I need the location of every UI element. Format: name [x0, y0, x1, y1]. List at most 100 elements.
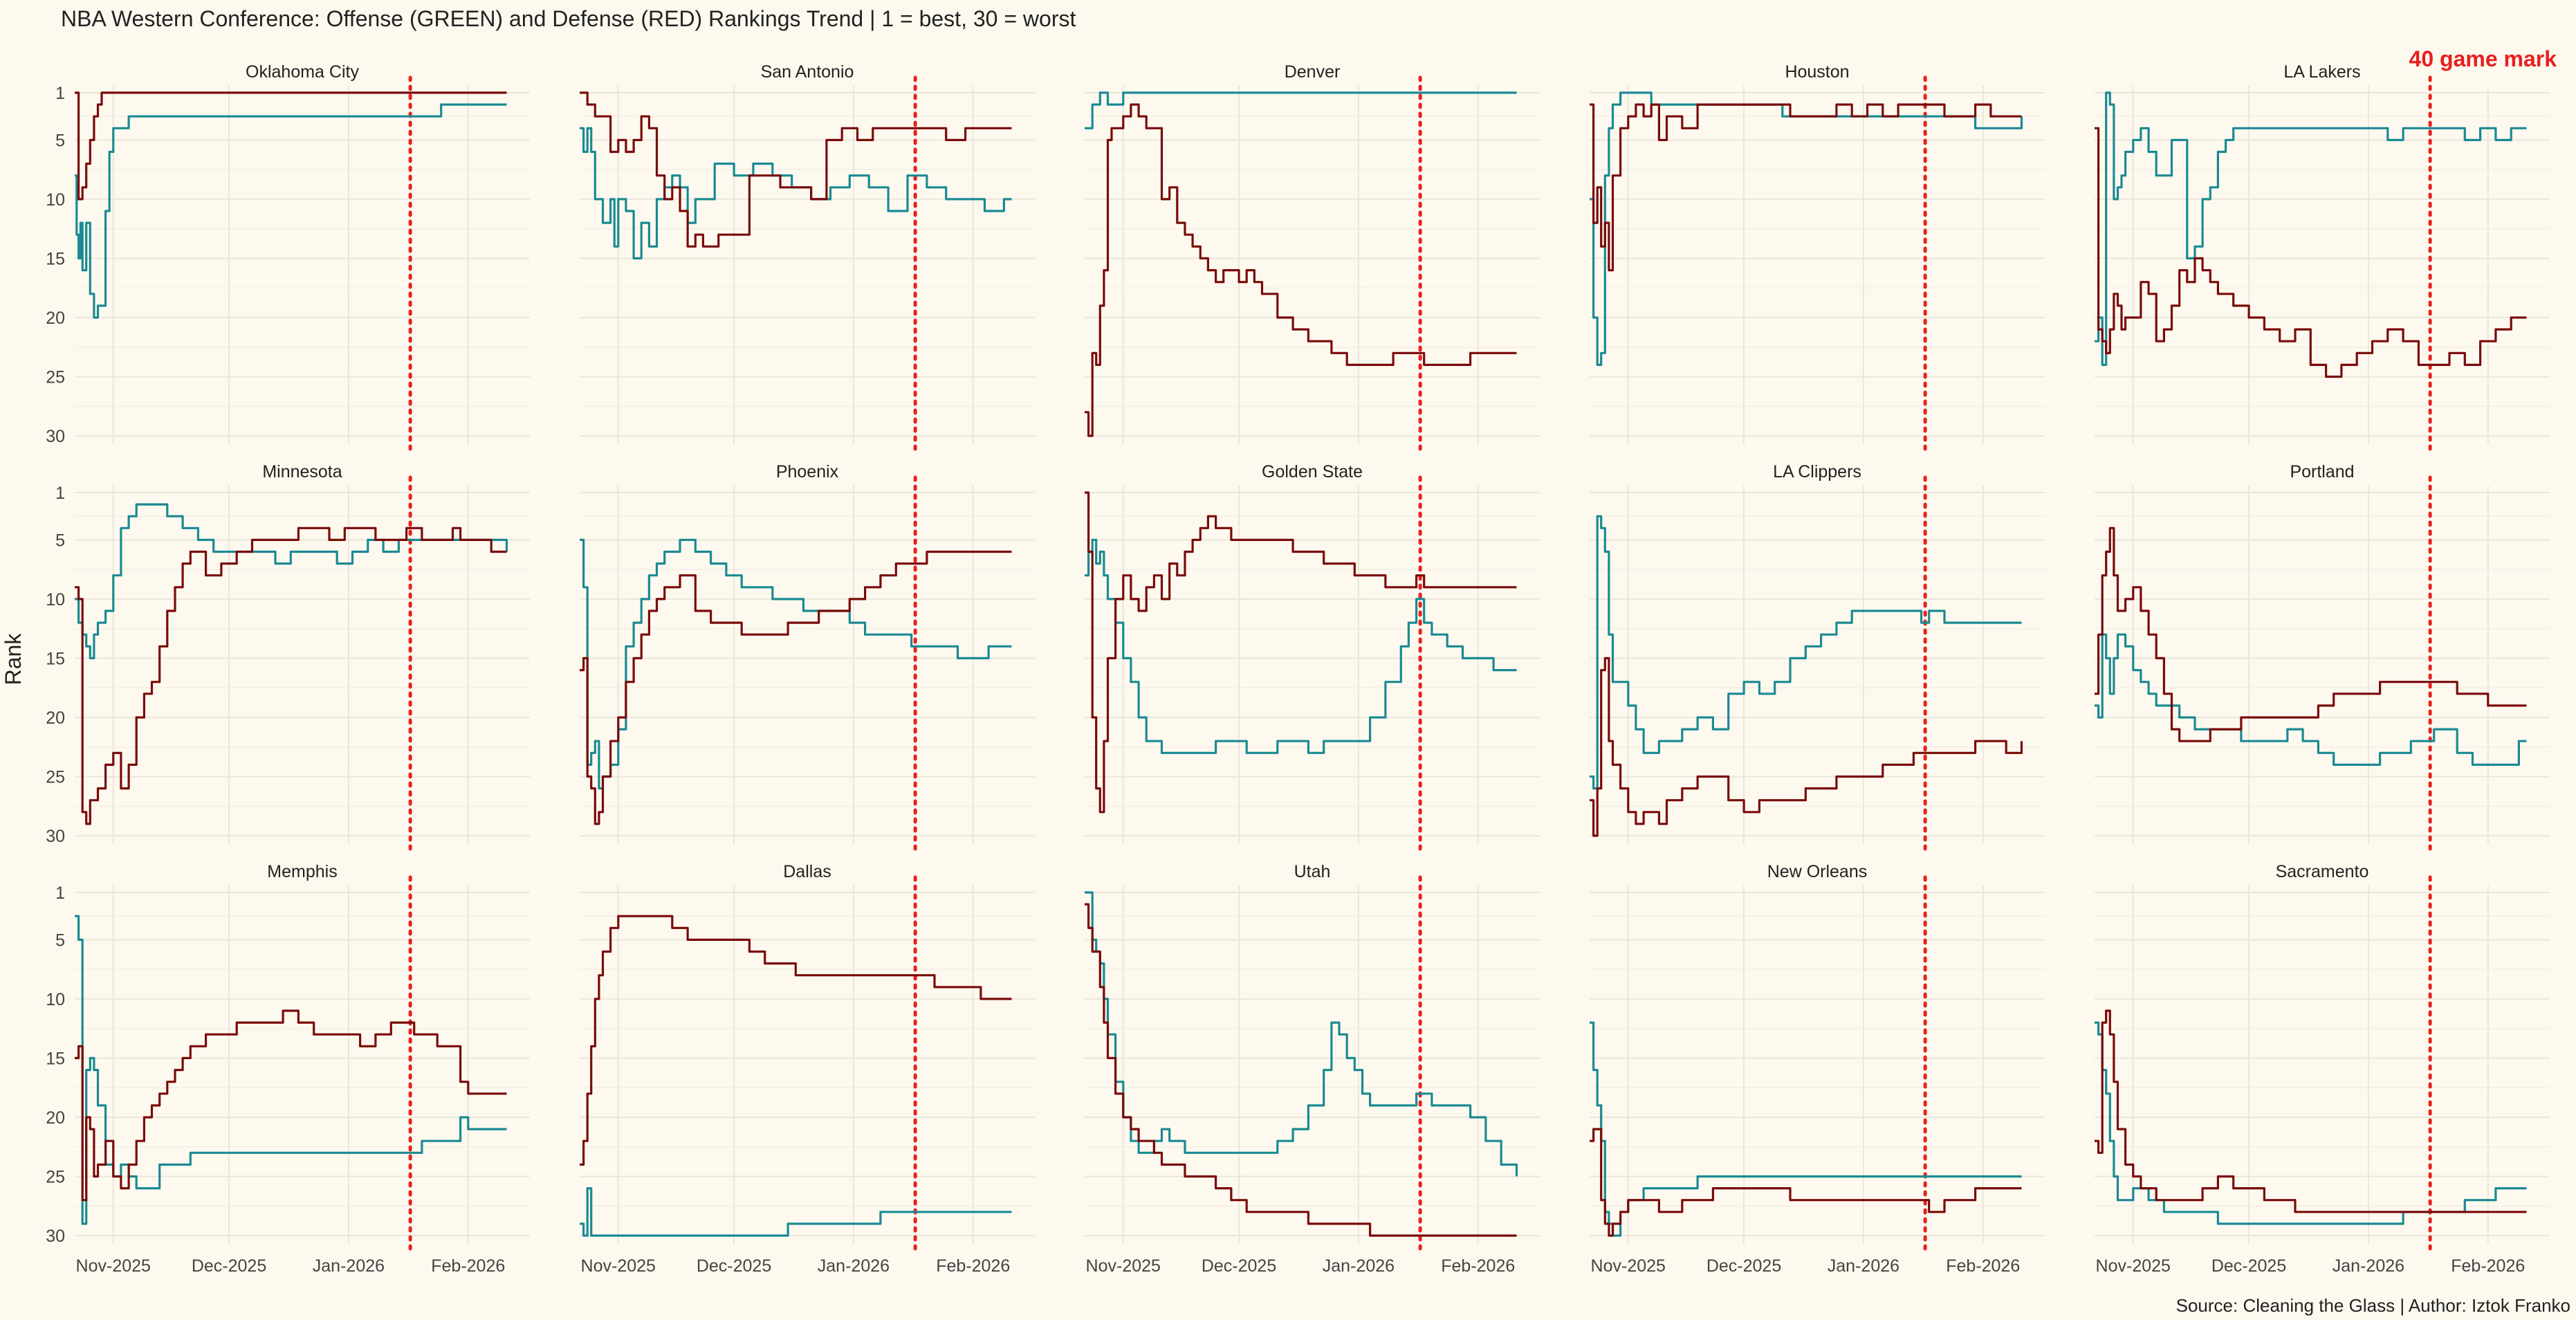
x-tick-label: Jan-2026: [313, 1256, 385, 1276]
y-tick-label: 30: [46, 427, 65, 446]
defense-line-san-antonio: [580, 91, 1012, 248]
x-tick-label: Jan-2026: [1323, 1256, 1395, 1276]
x-tick-label: Dec-2025: [192, 1256, 266, 1276]
panel-new-orleans: New Orleans Nov-2025 Dec-2025 Jan-2026 Feb-2…: [1590, 862, 2045, 1276]
panel-title-san-antonio: San Antonio: [761, 62, 854, 82]
x-tick-label: Feb-2026: [1946, 1256, 2020, 1276]
defense-line-denver: [1085, 103, 1517, 437]
x-tick-label: Dec-2025: [1202, 1256, 1276, 1276]
y-tick-label: 5: [55, 131, 65, 150]
panel-la-lakers: LA Lakers: [2095, 62, 2550, 457]
offense-line-phoenix: [580, 538, 1012, 790]
defense-line-la-lakers: [2095, 127, 2527, 378]
panel-san-antonio: San Antonio: [580, 62, 1035, 457]
panel-title-minnesota: Minnesota: [262, 462, 342, 482]
offense-line-portland: [2095, 633, 2527, 766]
y-tick-label: 30: [46, 1227, 65, 1246]
defense-line-sacramento: [2095, 1009, 2527, 1213]
offense-line-la-lakers: [2095, 91, 2527, 366]
panel-portland: Portland: [2095, 462, 2550, 857]
panel-title-denver: Denver: [1285, 62, 1341, 82]
panel-title-phoenix: Phoenix: [776, 462, 839, 482]
x-tick-label: Nov-2025: [2096, 1256, 2171, 1276]
panel-denver: Denver: [1085, 62, 1540, 457]
marker-label: 40 game mark: [2409, 46, 2557, 71]
x-tick-label: Feb-2026: [1441, 1256, 1515, 1276]
offense-line-minnesota: [75, 503, 508, 659]
x-tick-label: Jan-2026: [818, 1256, 890, 1276]
x-tick-label: Feb-2026: [936, 1256, 1010, 1276]
offense-line-denver: [1085, 91, 1517, 129]
y-tick-label: 10: [46, 190, 65, 210]
y-tick-label: 25: [46, 767, 65, 787]
panel-title-la-clippers: LA Clippers: [1773, 462, 1861, 482]
panel-title-portland: Portland: [2290, 462, 2354, 482]
panel-golden-state: Golden State: [1085, 462, 1540, 857]
x-tick-label: Jan-2026: [2333, 1256, 2404, 1276]
offense-line-utah: [1085, 891, 1518, 1177]
offense-line-new-orleans: [1590, 1021, 2022, 1237]
x-tick-label: Dec-2025: [1706, 1256, 1781, 1276]
offense-line-memphis: [75, 915, 507, 1225]
panel-title-memphis: Memphis: [267, 862, 337, 881]
defense-line-portland: [2095, 526, 2527, 742]
y-tick-label: 15: [46, 249, 65, 268]
x-tick-label: Feb-2026: [2451, 1256, 2525, 1276]
panel-title-oklahoma-city: Oklahoma City: [246, 62, 359, 82]
footer-source: Source: Cleaning the Glass | Author: Izt…: [2176, 1295, 2570, 1316]
panel-dallas: Dallas Nov-2025 Dec-2025 Jan-2026 Feb-2026: [580, 862, 1035, 1276]
panel-title-utah: Utah: [1294, 862, 1331, 881]
y-axis-label: Rank: [1, 633, 26, 686]
offense-line-san-antonio: [580, 127, 1012, 259]
y-tick-label: 25: [46, 367, 65, 387]
x-tick-label: Nov-2025: [76, 1256, 151, 1276]
y-tick-label: 10: [46, 590, 65, 609]
y-tick-label: 30: [46, 827, 65, 846]
y-tick-label: 20: [46, 708, 65, 728]
offense-line-sacramento: [2095, 1021, 2527, 1225]
x-tick-label: Nov-2025: [1591, 1256, 1666, 1276]
x-tick-label: Dec-2025: [697, 1256, 771, 1276]
x-tick-label: Dec-2025: [2211, 1256, 2286, 1276]
panel-sacramento: Sacramento Nov-2025 Dec-2025 Jan-2026 Feb-20…: [2095, 862, 2550, 1276]
y-tick-label: 1: [55, 883, 65, 903]
defense-line-phoenix: [580, 550, 1012, 825]
chart-title: NBA Western Conference: Offense (GREEN) …: [61, 6, 1076, 31]
panel-title-golden-state: Golden State: [1262, 462, 1363, 482]
defense-line-new-orleans: [1590, 1128, 2022, 1237]
y-tick-label: 5: [55, 931, 65, 950]
y-tick-label: 20: [46, 309, 65, 328]
offense-line-dallas: [580, 1187, 1012, 1237]
offense-line-la-clippers: [1590, 515, 2022, 790]
y-tick-label: 5: [55, 531, 65, 550]
defense-line-oklahoma-city: [75, 91, 507, 201]
panel-title-sacramento: Sacramento: [2276, 862, 2369, 881]
panel-phoenix: Phoenix: [580, 462, 1035, 857]
y-tick-label: 20: [46, 1108, 65, 1128]
offense-line-oklahoma-city: [75, 103, 507, 319]
panel-title-dallas: Dallas: [783, 862, 831, 881]
offense-line-golden-state: [1085, 538, 1517, 754]
y-tick-label: 10: [46, 990, 65, 1009]
panel-la-clippers: LA Clippers: [1590, 462, 2045, 857]
panel-title-houston: Houston: [1785, 62, 1849, 82]
defense-line-minnesota: [75, 526, 507, 825]
defense-line-memphis: [75, 1009, 507, 1202]
defense-line-dallas: [580, 915, 1012, 1166]
x-tick-label: Jan-2026: [1828, 1256, 1899, 1276]
panel-title-la-lakers: LA Lakers: [2283, 62, 2360, 82]
y-tick-label: 15: [46, 1049, 65, 1068]
y-tick-label: 25: [46, 1167, 65, 1186]
y-tick-label: 15: [46, 649, 65, 668]
panel-houston: Houston: [1590, 62, 2045, 457]
panel-utah: Utah Nov-2025 Dec-2025 Jan-2026 Feb-2026: [1085, 862, 1540, 1276]
defense-line-la-clippers: [1590, 657, 2023, 837]
x-tick-label: Nov-2025: [1086, 1256, 1161, 1276]
x-tick-label: Nov-2025: [581, 1256, 656, 1276]
x-tick-label: Feb-2026: [431, 1256, 505, 1276]
defense-line-utah: [1085, 903, 1517, 1237]
y-tick-label: 1: [55, 484, 65, 503]
